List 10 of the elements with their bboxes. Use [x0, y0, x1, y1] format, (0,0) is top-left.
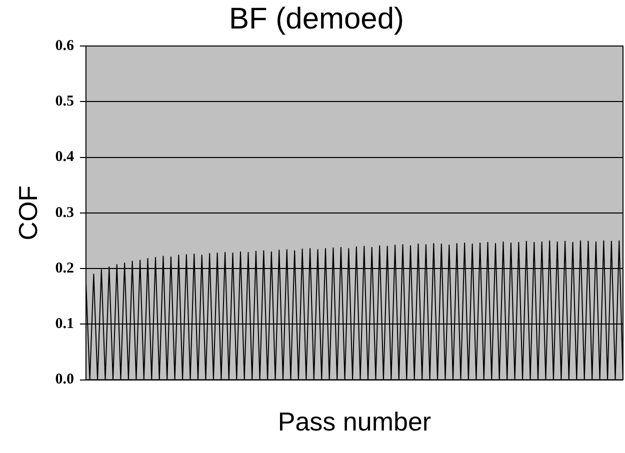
y-tick-label: 0.3	[55, 204, 74, 221]
y-tick-label: 0.6	[55, 38, 74, 54]
y-tick-label: 0.2	[55, 260, 74, 276]
chart-title: BF (demoed)	[228, 2, 404, 36]
y-tick-label: 0.1	[55, 316, 74, 332]
y-tick-label: 0.0	[55, 372, 74, 388]
y-tick-label: 0.5	[55, 94, 74, 110]
y-tick-label: 0.4	[55, 149, 74, 166]
y-axis-title: COF	[12, 185, 43, 240]
x-axis-title: Pass number	[278, 406, 432, 437]
